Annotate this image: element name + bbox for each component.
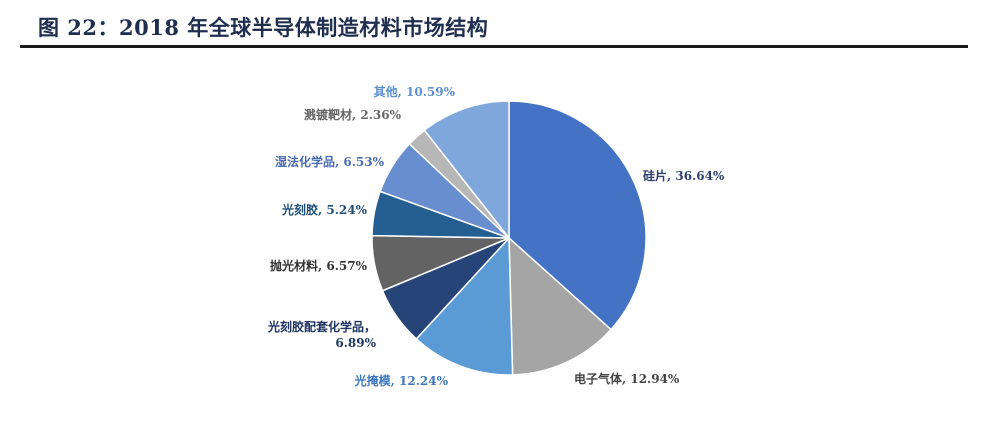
pie-label-9: 其他, 10.59%	[374, 84, 456, 99]
pie-label-5: 抛光材料, 6.57%	[270, 258, 368, 273]
pie-label-2: 电子气体, 12.94%	[574, 371, 680, 386]
title-rule	[20, 45, 968, 48]
pie-labels: 硅片, 36.64% 电子气体, 12.94% 光掩模, 12.24% 光刻胶配套化学…	[267, 84, 725, 388]
pie-label-8: 溅镀靶材, 2.36%	[304, 107, 402, 122]
pie-label-7: 湿法化学品, 6.53%	[275, 154, 385, 169]
pie-slice-2	[508, 236, 613, 376]
pie-label-4: 光刻胶配套化学品， 6.89%	[267, 319, 377, 350]
pie-slice-9	[423, 100, 510, 241]
pie-label-1: 硅片, 36.64%	[643, 168, 725, 183]
pie-slice-3	[415, 236, 514, 376]
pie-slice-1	[508, 100, 647, 331]
pie-label-3: 光掩模, 12.24%	[354, 373, 449, 388]
pie-slices	[371, 100, 647, 376]
pie-label-6: 光刻胶, 5.24%	[281, 202, 368, 217]
figure-title: 图 22：2018 年全球半导体制造材料市场结构	[38, 15, 489, 40]
